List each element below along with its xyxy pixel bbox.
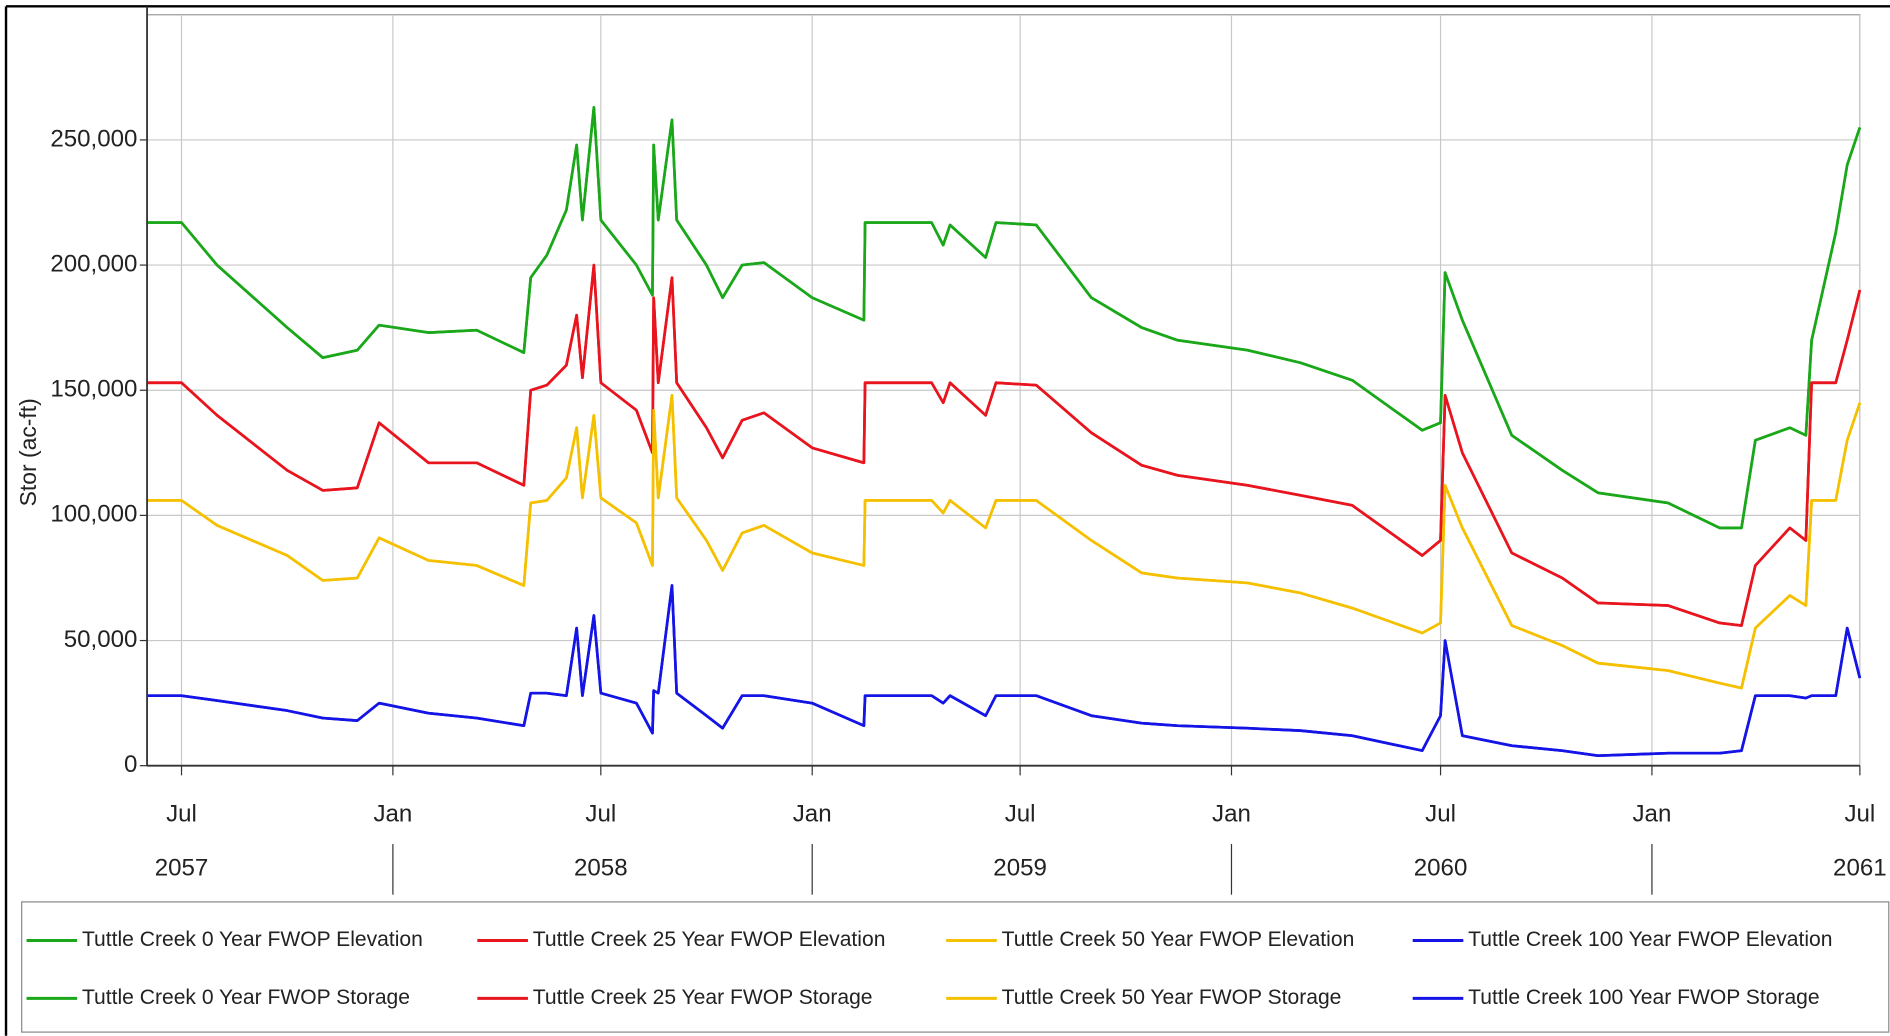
x-tick-label: Jul	[1425, 800, 1456, 827]
legend-label: Tuttle Creek 25 Year FWOP Storage	[533, 986, 873, 1009]
y-tick-label: 50,000	[64, 626, 138, 653]
legend-label: Tuttle Creek 0 Year FWOP Storage	[82, 986, 410, 1009]
x-tick-label: Jul	[1844, 800, 1875, 827]
legend-box	[21, 901, 1890, 1033]
year-label: 2058	[574, 855, 628, 882]
y-tick-label: 0	[124, 751, 137, 778]
x-tick-label: Jul	[166, 800, 197, 827]
legend-label: Tuttle Creek 50 Year FWOP Elevation	[1002, 928, 1355, 951]
series-line	[147, 393, 1862, 690]
legend-label: Tuttle Creek 25 Year FWOP Elevation	[533, 928, 886, 951]
series-line	[147, 263, 1862, 627]
x-tick-label: Jan	[793, 800, 832, 827]
x-tick-label: Jan	[1212, 800, 1251, 827]
y-axis-label: Stor (ac-ft)	[15, 398, 41, 506]
legend-label: Tuttle Creek 100 Year FWOP Elevation	[1468, 928, 1832, 951]
y-tick-label: 250,000	[50, 125, 137, 152]
x-tick-label: Jan	[373, 800, 412, 827]
series-line	[147, 584, 1862, 758]
y-tick-label: 150,000	[50, 376, 137, 403]
x-tick-label: Jul	[1005, 800, 1036, 827]
y-tick-label: 100,000	[50, 501, 137, 528]
x-tick-label: Jan	[1633, 800, 1672, 827]
y-tick-label: 200,000	[50, 250, 137, 277]
legend-label: Tuttle Creek 50 Year FWOP Storage	[1002, 986, 1342, 1009]
x-tick-label: Jul	[585, 800, 616, 827]
legend-label: Tuttle Creek 100 Year FWOP Storage	[1468, 986, 1819, 1009]
year-label: 2061	[1833, 855, 1887, 882]
year-label: 2060	[1414, 855, 1468, 882]
legend-label: Tuttle Creek 0 Year FWOP Elevation	[82, 928, 423, 951]
year-label: 2059	[993, 855, 1047, 882]
year-label: 2057	[155, 855, 209, 882]
series-line	[147, 106, 1862, 530]
